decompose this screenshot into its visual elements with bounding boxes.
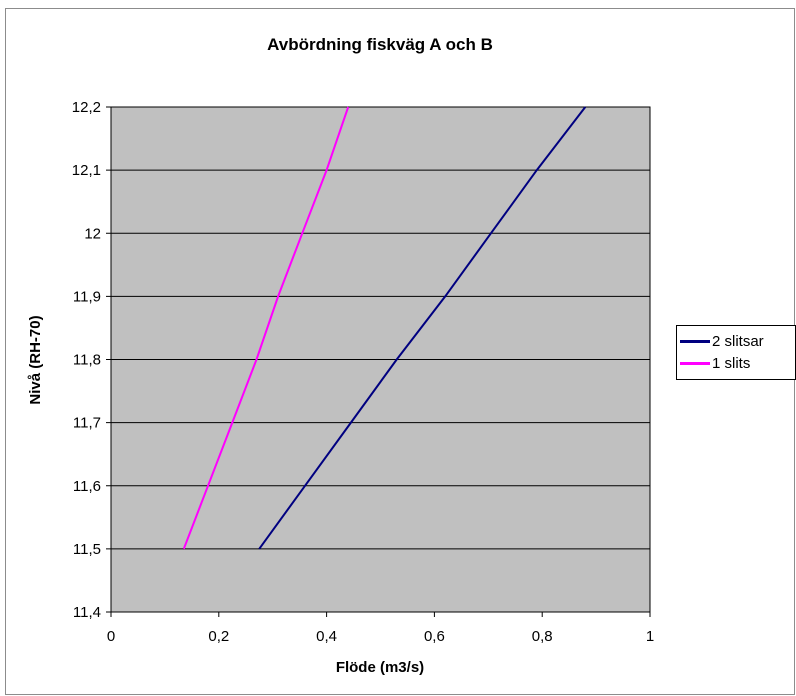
series-line-2-slitsar <box>258 106 587 550</box>
y-tick-label: 12,1 <box>72 162 101 179</box>
x-axis-label: Flöde (m3/s) <box>336 659 424 676</box>
legend-swatch-1-slits <box>680 362 710 365</box>
legend-label-2-slitsar: 2 slitsar <box>712 333 764 350</box>
legend: 2 slitsar 1 slits <box>676 325 796 380</box>
x-tick-label: 0,6 <box>424 628 445 645</box>
series-line-1-slits <box>182 106 350 550</box>
y-tick-label: 11,8 <box>73 352 101 369</box>
y-tick-labels: 11,4 11,5 11,6 11,7 11,8 11,9 12 12,1 12,2 <box>72 99 101 621</box>
x-tick-label: 0 <box>107 628 115 645</box>
y-tick-label: 12,2 <box>72 99 101 116</box>
chart-title: Avbördning fiskväg A och B <box>267 35 493 54</box>
y-tick-label: 11,4 <box>73 604 101 621</box>
y-tick-label: 11,9 <box>73 288 101 305</box>
legend-item-2-slitsar: 2 slitsar <box>677 331 796 351</box>
x-tick-label: 0,8 <box>532 628 553 645</box>
x-tick-label: 1 <box>646 628 654 645</box>
x-tick-label: 0,2 <box>208 628 229 645</box>
x-tick-label: 0,4 <box>316 628 337 645</box>
y-tick-label: 11,6 <box>73 478 101 495</box>
y-tick-label: 12 <box>84 225 101 242</box>
axes <box>106 106 651 617</box>
y-tick-label: 11,7 <box>73 415 101 432</box>
legend-swatch-2-slitsar <box>680 340 710 343</box>
y-tick-label: 11,5 <box>73 541 101 558</box>
gridlines <box>111 169 650 550</box>
x-tick-labels: 0 0,2 0,4 0,6 0,8 1 <box>107 628 654 645</box>
legend-label-1-slits: 1 slits <box>712 355 751 372</box>
legend-item-1-slits: 1 slits <box>677 353 796 373</box>
y-axis-label: Nivå (RH-70) <box>27 315 44 404</box>
series-lines <box>182 106 587 550</box>
